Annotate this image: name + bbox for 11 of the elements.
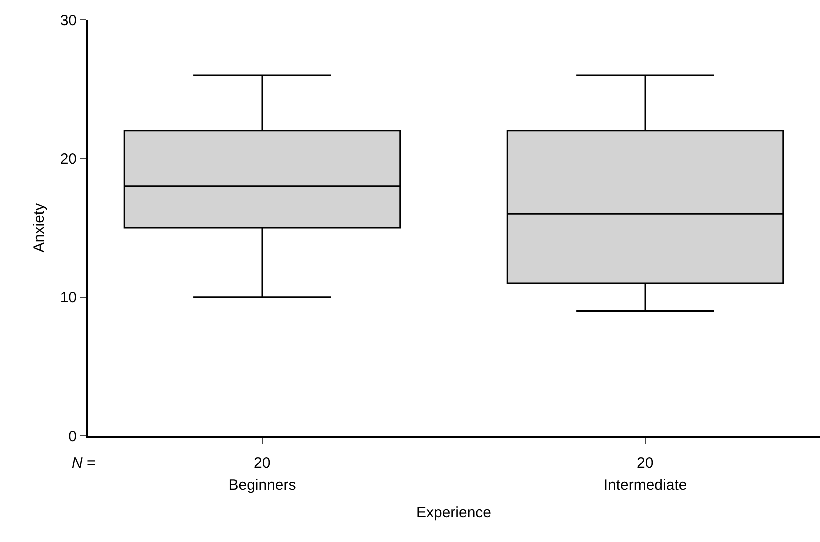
y-tick-label: 20 [60, 150, 77, 168]
x-tick-label: Beginners [228, 477, 296, 494]
annotation: 20 [637, 455, 654, 472]
y-tick-label: 10 [60, 290, 77, 307]
y-tick-label: 30 [60, 12, 77, 30]
annotation: 20 [254, 455, 271, 472]
y-tick-label: 0 [68, 428, 77, 446]
x-tick-label: Intermediate [604, 477, 688, 494]
y-axis-title: Anxiety [31, 202, 48, 253]
x-axis-title: Experience [416, 504, 492, 522]
text: N = [72, 455, 96, 472]
